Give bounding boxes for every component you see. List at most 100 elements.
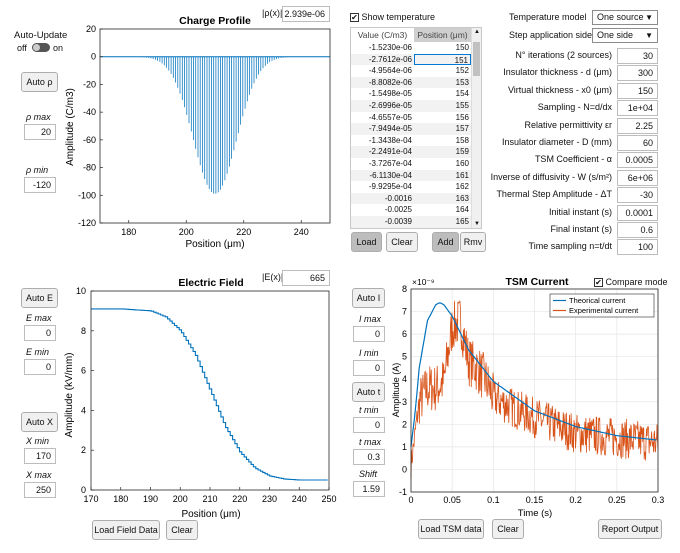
e-min-input[interactable]: 0 [24,359,56,375]
e-max-input[interactable]: 0 [24,325,56,341]
load-field-data-button[interactable]: Load Field Data [92,520,160,540]
param-input[interactable]: 2.25 [617,117,658,134]
x-max-input[interactable]: 250 [24,482,56,498]
table-cell-position[interactable]: 161 [455,170,469,180]
table-cell-position[interactable]: 157 [455,124,469,134]
step-side-select[interactable]: One side ▼ [592,28,658,43]
table-cell-position[interactable]: 151 [414,53,471,66]
table-cell-value[interactable]: -1.5498e-05 [368,89,412,99]
rho-max-input[interactable]: 20 [24,124,56,140]
table-cell-position[interactable]: 164 [455,205,469,215]
table-row[interactable]: -4.6557e-05 156 [351,112,481,124]
table-rmv-button[interactable]: Rmv [460,232,486,252]
table-cell-position[interactable]: 159 [455,147,469,157]
table-row[interactable]: -7.9494e-05 157 [351,123,481,135]
table-cell-position[interactable]: 153 [455,77,469,87]
table-cell-value[interactable]: -4.6557e-05 [368,112,412,122]
table-cell-value[interactable]: -6.1130e-04 [369,170,412,180]
table-cell-position[interactable]: 154 [455,89,469,99]
table-row[interactable]: -4.9564e-06 152 [351,65,481,77]
table-load-button[interactable]: Load [351,232,382,252]
table-cell-position[interactable]: 162 [455,182,469,192]
table-cell-position[interactable]: 160 [455,158,469,168]
table-row[interactable]: -3.7267e-04 160 [351,158,481,170]
auto-i-button[interactable]: Auto I [352,288,385,308]
show-temperature-checkbox[interactable]: ✔ Show temperature [350,12,435,23]
load-tsm-data-button[interactable]: Load TSM data [418,519,484,539]
auto-x-button[interactable]: Auto X [21,412,58,432]
param-input[interactable]: 0.6 [617,222,658,238]
table-cell-value[interactable]: -2.6996e-05 [368,100,412,110]
table-cell-value[interactable]: -2.7612e-06 [368,54,412,64]
compare-mode-checkbox[interactable]: ✔ Compare mode [594,277,668,288]
table-cell-value[interactable]: -8.8082e-06 [368,77,412,87]
param-input[interactable]: 0.0005 [617,152,658,169]
table-cell-position[interactable]: 156 [455,112,469,122]
table-cell-position[interactable]: 150 [455,43,469,52]
t-min-input[interactable]: 0 [353,417,385,433]
temperature-model-select[interactable]: One source ▼ [592,10,658,25]
table-cell-value[interactable]: -7.9494e-05 [368,124,412,134]
table-row[interactable]: -8.8082e-06 153 [351,76,481,89]
table-scrollbar[interactable]: ▲ ▼ [471,28,481,228]
tsm-clear-button[interactable]: Clear [492,519,524,539]
value-position-table[interactable]: Value (C/m3) Position (μm) -1.5230e-06 15… [350,27,482,229]
param-input[interactable]: 60 [617,135,658,151]
scroll-thumb[interactable] [473,42,480,76]
i-max-input[interactable]: 0 [353,326,385,342]
param-input[interactable]: 150 [617,82,658,99]
field-clear-button[interactable]: Clear [166,520,198,540]
auto-t-button[interactable]: Auto t [352,382,385,402]
table-row[interactable]: -1.5498e-05 154 [351,88,481,100]
param-input[interactable]: 1e+04 [617,100,658,117]
param-input[interactable]: 30 [617,48,658,64]
param-input[interactable]: -30 [617,187,658,204]
report-output-button[interactable]: Report Output [598,519,662,539]
auto-e-button[interactable]: Auto E [21,288,58,308]
t-max-input[interactable]: 0.3 [353,449,385,465]
table-row[interactable]: -6.1130e-04 161 [351,169,481,182]
table-cell-position[interactable]: 152 [455,66,469,76]
table-cell-value[interactable]: -4.9564e-06 [368,66,412,76]
table-row[interactable]: -9.9295e-04 162 [351,181,481,193]
table-header-position[interactable]: Position (μm) [414,28,471,42]
auto-rho-button[interactable]: Auto ρ [21,72,58,92]
param-input[interactable]: 0.0001 [617,204,658,221]
table-cell-value[interactable]: -1.3438e-04 [368,135,412,145]
auto-update-switch[interactable] [32,43,50,52]
table-cell-value[interactable]: -0.0039 [384,216,412,226]
table-cell-position[interactable]: 165 [455,216,469,226]
table-cell-value[interactable]: -2.2491e-04 [368,147,412,157]
table-cell-value[interactable]: -3.7267e-04 [368,158,412,168]
shift-input[interactable]: 1.59 [353,481,385,497]
param-input[interactable]: 6e+06 [617,169,658,186]
table-cell-value[interactable]: -0.0016 [384,193,412,203]
x-min-input[interactable]: 170 [24,448,56,464]
table-row[interactable]: -2.2491e-04 159 [351,146,481,158]
scroll-up-icon[interactable]: ▲ [474,29,480,35]
table-cell-position[interactable]: 163 [455,193,469,203]
table-cell-position[interactable]: 158 [455,135,469,145]
table-add-button[interactable]: Add [432,232,459,252]
param-input[interactable]: 300 [617,65,658,82]
scroll-down-icon[interactable]: ▼ [474,221,480,227]
table-row[interactable]: -2.6996e-05 155 [351,99,481,112]
table-row[interactable]: -2.7612e-06 151 [351,53,481,66]
table-header-value[interactable]: Value (C/m3) [357,30,408,40]
rho-min-input[interactable]: -120 [24,177,56,193]
i-min-input[interactable]: 0 [353,360,385,376]
charge-profile-chart[interactable]: Charge Profile Position (μm) Amplitude (… [0,0,345,260]
table-clear-button[interactable]: Clear [386,232,418,252]
table-cell-position[interactable]: 155 [455,100,469,110]
electric-field-chart[interactable]: Electric Field Position (μm) Amplitude (… [0,0,345,553]
table-cell-value[interactable]: -1.5230e-06 [368,43,412,52]
table-row[interactable]: -1.3438e-04 158 [351,135,481,147]
table-row[interactable]: -0.0025 164 [351,204,481,216]
param-input[interactable]: 100 [617,239,658,256]
table-row[interactable]: -1.5230e-06 150 [351,42,481,54]
table-cell-value[interactable]: -0.0025 [384,205,412,215]
table-cell-value[interactable]: -9.9295e-04 [368,182,412,192]
table-row[interactable]: -0.0016 163 [351,192,481,205]
table-row[interactable]: -0.0039 165 [351,215,481,228]
